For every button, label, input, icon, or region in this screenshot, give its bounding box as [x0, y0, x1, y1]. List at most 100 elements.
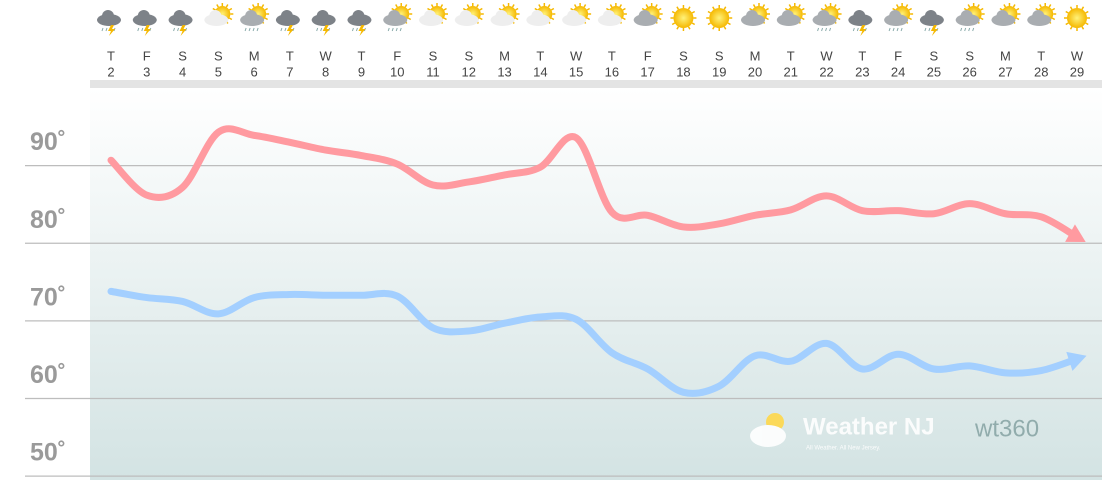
- x-tick-date: 7: [286, 64, 293, 79]
- sun-ray: [691, 22, 696, 26]
- weather-icon: [562, 3, 592, 26]
- rain: [888, 27, 891, 32]
- cloud: [459, 10, 472, 22]
- sun-ray: [824, 4, 828, 8]
- rain: [896, 27, 899, 32]
- rain: [320, 27, 323, 32]
- sun-ray: [905, 4, 909, 8]
- weather-icon: [168, 10, 193, 36]
- x-tick-label: S: [464, 48, 473, 63]
- cloud: [495, 10, 508, 22]
- x-tick-label: F: [894, 48, 902, 63]
- sun-ray: [762, 4, 766, 8]
- x-tick-label: S: [679, 48, 688, 63]
- sun-ray: [1085, 10, 1089, 14]
- x-tick-label: S: [178, 48, 187, 63]
- sun-ray: [479, 17, 483, 21]
- bolt: [322, 25, 330, 36]
- rain: [900, 27, 903, 32]
- sun-ray: [676, 26, 680, 30]
- x-tick-date: 18: [676, 64, 690, 79]
- rain: [137, 27, 140, 32]
- x-tick-date: 26: [962, 64, 976, 79]
- x-tick-label: S: [715, 48, 724, 63]
- sun-ray: [622, 7, 626, 11]
- rain: [825, 27, 828, 32]
- sun-ray: [609, 4, 613, 8]
- sun-ray: [788, 4, 792, 8]
- y-tick-label: 80˚: [30, 206, 66, 234]
- rain: [316, 27, 319, 32]
- sun-ray: [749, 7, 753, 11]
- weather-icon: [955, 3, 985, 32]
- sun-ray: [1012, 4, 1016, 8]
- x-tick-label: M: [1000, 48, 1011, 63]
- x-tick-date: 11: [426, 64, 440, 79]
- sun-ray: [658, 7, 662, 11]
- sun-ray: [534, 7, 538, 11]
- rain: [284, 27, 287, 32]
- x-tick-date: 20: [748, 64, 762, 79]
- x-tick-label: W: [570, 48, 583, 63]
- x-tick-label: T: [608, 48, 616, 63]
- x-tick-label: M: [499, 48, 510, 63]
- x-tick-date: 10: [390, 64, 404, 79]
- x-tick-label: T: [858, 48, 866, 63]
- x-tick-date: 12: [462, 64, 476, 79]
- rain: [852, 27, 855, 32]
- sun-ray: [515, 17, 519, 21]
- x-tick-label: T: [1037, 48, 1045, 63]
- sun-ray: [427, 7, 431, 11]
- sun-ray: [479, 7, 483, 11]
- x-tick-label: W: [820, 48, 833, 63]
- x-tick-date: 16: [605, 64, 619, 79]
- weather-icon: [132, 10, 157, 36]
- cloud: [996, 10, 1009, 22]
- sun-ray: [908, 7, 913, 11]
- sun-ray: [264, 7, 269, 11]
- bolt: [179, 25, 187, 36]
- x-tick-label: S: [930, 48, 939, 63]
- watermark: Weather NJ All Weather. All New Jersey. …: [750, 413, 1039, 452]
- rain: [395, 27, 398, 32]
- x-tick-label: S: [429, 48, 438, 63]
- x-tick-label: F: [143, 48, 151, 63]
- sun-ray: [1051, 17, 1056, 21]
- x-tick-date: 23: [855, 64, 869, 79]
- x-tick-label: W: [1071, 48, 1084, 63]
- x-tick-date: 17: [640, 64, 654, 79]
- y-tick-label: 90˚: [30, 128, 66, 156]
- sun: [1067, 8, 1087, 28]
- x-tick-date: 8: [322, 64, 329, 79]
- rain: [821, 27, 824, 32]
- plot-area: [90, 88, 1102, 480]
- sun-ray: [511, 4, 515, 8]
- sun-ray: [833, 4, 837, 8]
- cloud: [781, 10, 794, 22]
- x-tick-date: 14: [533, 64, 547, 79]
- rain: [387, 27, 390, 32]
- sun-ray: [691, 10, 696, 14]
- sun-ray: [216, 4, 219, 8]
- sun-ray: [727, 22, 731, 26]
- rain: [141, 27, 144, 32]
- sun-ray: [908, 17, 913, 21]
- sun-ray: [1065, 22, 1069, 26]
- sun-ray: [550, 17, 555, 21]
- x-tick-date: 19: [712, 64, 726, 79]
- weather-icon: [597, 3, 627, 26]
- sun-ray: [1085, 22, 1089, 26]
- cloud: [638, 10, 651, 22]
- x-tick-label: T: [107, 48, 115, 63]
- sun-ray: [963, 7, 968, 11]
- bolt: [143, 25, 151, 36]
- weather-icon: [383, 3, 413, 32]
- weather-icon: [419, 3, 448, 26]
- weather-icon: [633, 3, 663, 26]
- sun-ray: [498, 7, 503, 11]
- sun-ray: [712, 26, 715, 30]
- weather-icon: [884, 3, 914, 32]
- x-tick-date: 9: [358, 64, 365, 79]
- sun-ray: [707, 10, 711, 14]
